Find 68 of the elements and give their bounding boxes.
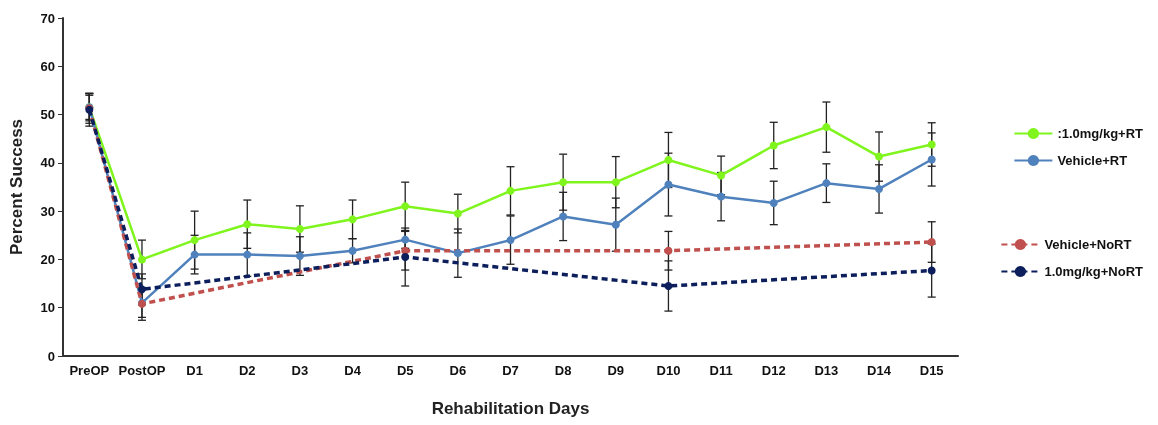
point (717, 171, 726, 180)
point (664, 155, 673, 164)
point (453, 209, 462, 218)
point (295, 252, 304, 261)
point (506, 236, 515, 245)
x-tick-label: D2 (238, 363, 256, 378)
point (137, 255, 146, 264)
y-tick-label: 30 (40, 203, 55, 219)
point (927, 238, 936, 247)
point (769, 141, 778, 150)
point (453, 249, 462, 258)
point (401, 235, 410, 244)
x-tick-label: D12 (761, 363, 786, 378)
point (295, 225, 304, 234)
point (243, 220, 252, 229)
legend-label: 1.0mg/kg+NoRT (1044, 264, 1144, 279)
x-tick-label: D6 (449, 363, 467, 378)
point (401, 202, 410, 211)
x-tick-label: PostOP (118, 363, 166, 378)
x-tick-label: D7 (502, 363, 519, 378)
point (822, 123, 831, 132)
y-tick-label: 20 (40, 251, 55, 267)
x-tick-label: D3 (291, 363, 309, 378)
point (875, 184, 884, 193)
point (506, 186, 515, 195)
y-tick-label: 60 (40, 58, 55, 74)
point (927, 140, 936, 149)
x-tick-label: D10 (656, 363, 681, 378)
y-tick-label: 40 (40, 155, 55, 171)
point (190, 236, 199, 245)
point (927, 266, 936, 275)
legend-label: Vehicle+NoRT (1044, 237, 1132, 252)
point (348, 246, 357, 255)
x-tick-label: D1 (186, 363, 203, 378)
point (559, 212, 568, 221)
x-tick-label: D5 (396, 363, 414, 378)
point (137, 285, 146, 294)
x-tick-label: D14 (867, 363, 892, 378)
x-tick-label: D13 (814, 363, 839, 378)
legend-label: Vehicle+RT (1057, 153, 1128, 168)
legend-label: :1.0mg/kg+RT (1057, 126, 1144, 141)
point (769, 198, 778, 207)
point (401, 253, 410, 262)
point (664, 180, 673, 189)
point (190, 250, 199, 259)
y-axis-title: Percent Success (7, 118, 26, 256)
x-axis-title: Rehabilitation Days (431, 399, 590, 418)
x-tick-label: D11 (709, 363, 733, 378)
x-tick-label: D8 (554, 363, 572, 378)
point (611, 220, 620, 229)
point (717, 192, 726, 201)
point (664, 246, 673, 255)
x-tick-label: D15 (919, 363, 944, 378)
x-tick-label: D4 (344, 363, 362, 378)
y-tick-label: 70 (40, 10, 55, 26)
y-tick-label: 0 (47, 348, 55, 364)
point (664, 281, 673, 290)
y-tick-label: 50 (40, 107, 55, 123)
point (348, 215, 357, 224)
x-tick-label: PreOP (69, 363, 110, 378)
y-tick-label: 10 (40, 300, 55, 316)
point (875, 152, 884, 161)
point (822, 179, 831, 188)
point (611, 178, 620, 187)
x-tick-label: D9 (607, 363, 625, 378)
point (927, 155, 936, 164)
point (243, 250, 252, 259)
point (559, 178, 568, 187)
